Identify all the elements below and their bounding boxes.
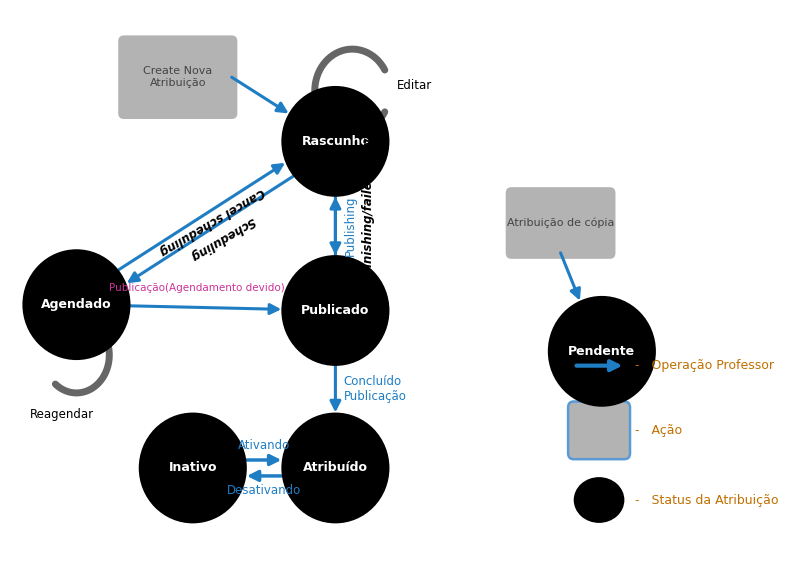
FancyBboxPatch shape — [568, 401, 630, 459]
Ellipse shape — [282, 255, 390, 366]
Text: Ativando: Ativando — [238, 439, 290, 452]
Text: Publicação(Agendamento devido): Publicação(Agendamento devido) — [109, 282, 285, 293]
Text: Inativo: Inativo — [169, 461, 217, 475]
Text: Pendente: Pendente — [568, 345, 635, 358]
Ellipse shape — [22, 249, 130, 360]
Text: Cancel scheduling: Cancel scheduling — [157, 185, 266, 257]
Ellipse shape — [282, 86, 390, 197]
Text: Atribuído: Atribuído — [303, 461, 368, 475]
FancyBboxPatch shape — [118, 35, 238, 119]
Text: Finishing/failed copying: Finishing/failed copying — [362, 117, 374, 275]
Ellipse shape — [138, 413, 247, 523]
Ellipse shape — [548, 296, 656, 407]
Text: Atribuição de cópia: Atribuição de cópia — [507, 218, 614, 229]
Text: Rascunho: Rascunho — [302, 135, 370, 148]
Text: Desativando: Desativando — [227, 484, 302, 497]
FancyBboxPatch shape — [506, 187, 615, 259]
Text: Create Nova
Atribuição: Create Nova Atribuição — [143, 66, 213, 88]
Ellipse shape — [574, 477, 624, 523]
Text: Concluído
Publicação: Concluído Publicação — [344, 375, 406, 403]
Text: Publishing: Publishing — [344, 196, 357, 256]
Text: Scheduling: Scheduling — [187, 214, 257, 263]
Text: -   Status da Atribuição: - Status da Atribuição — [634, 493, 778, 506]
Text: Agendado: Agendado — [41, 298, 112, 311]
Ellipse shape — [282, 413, 390, 523]
Text: Reagendar: Reagendar — [30, 408, 94, 421]
Text: -   Operação Professor: - Operação Professor — [634, 359, 774, 372]
Text: -   Ação: - Ação — [634, 424, 682, 437]
Text: Editar: Editar — [398, 80, 433, 93]
Text: Publicado: Publicado — [302, 304, 370, 317]
